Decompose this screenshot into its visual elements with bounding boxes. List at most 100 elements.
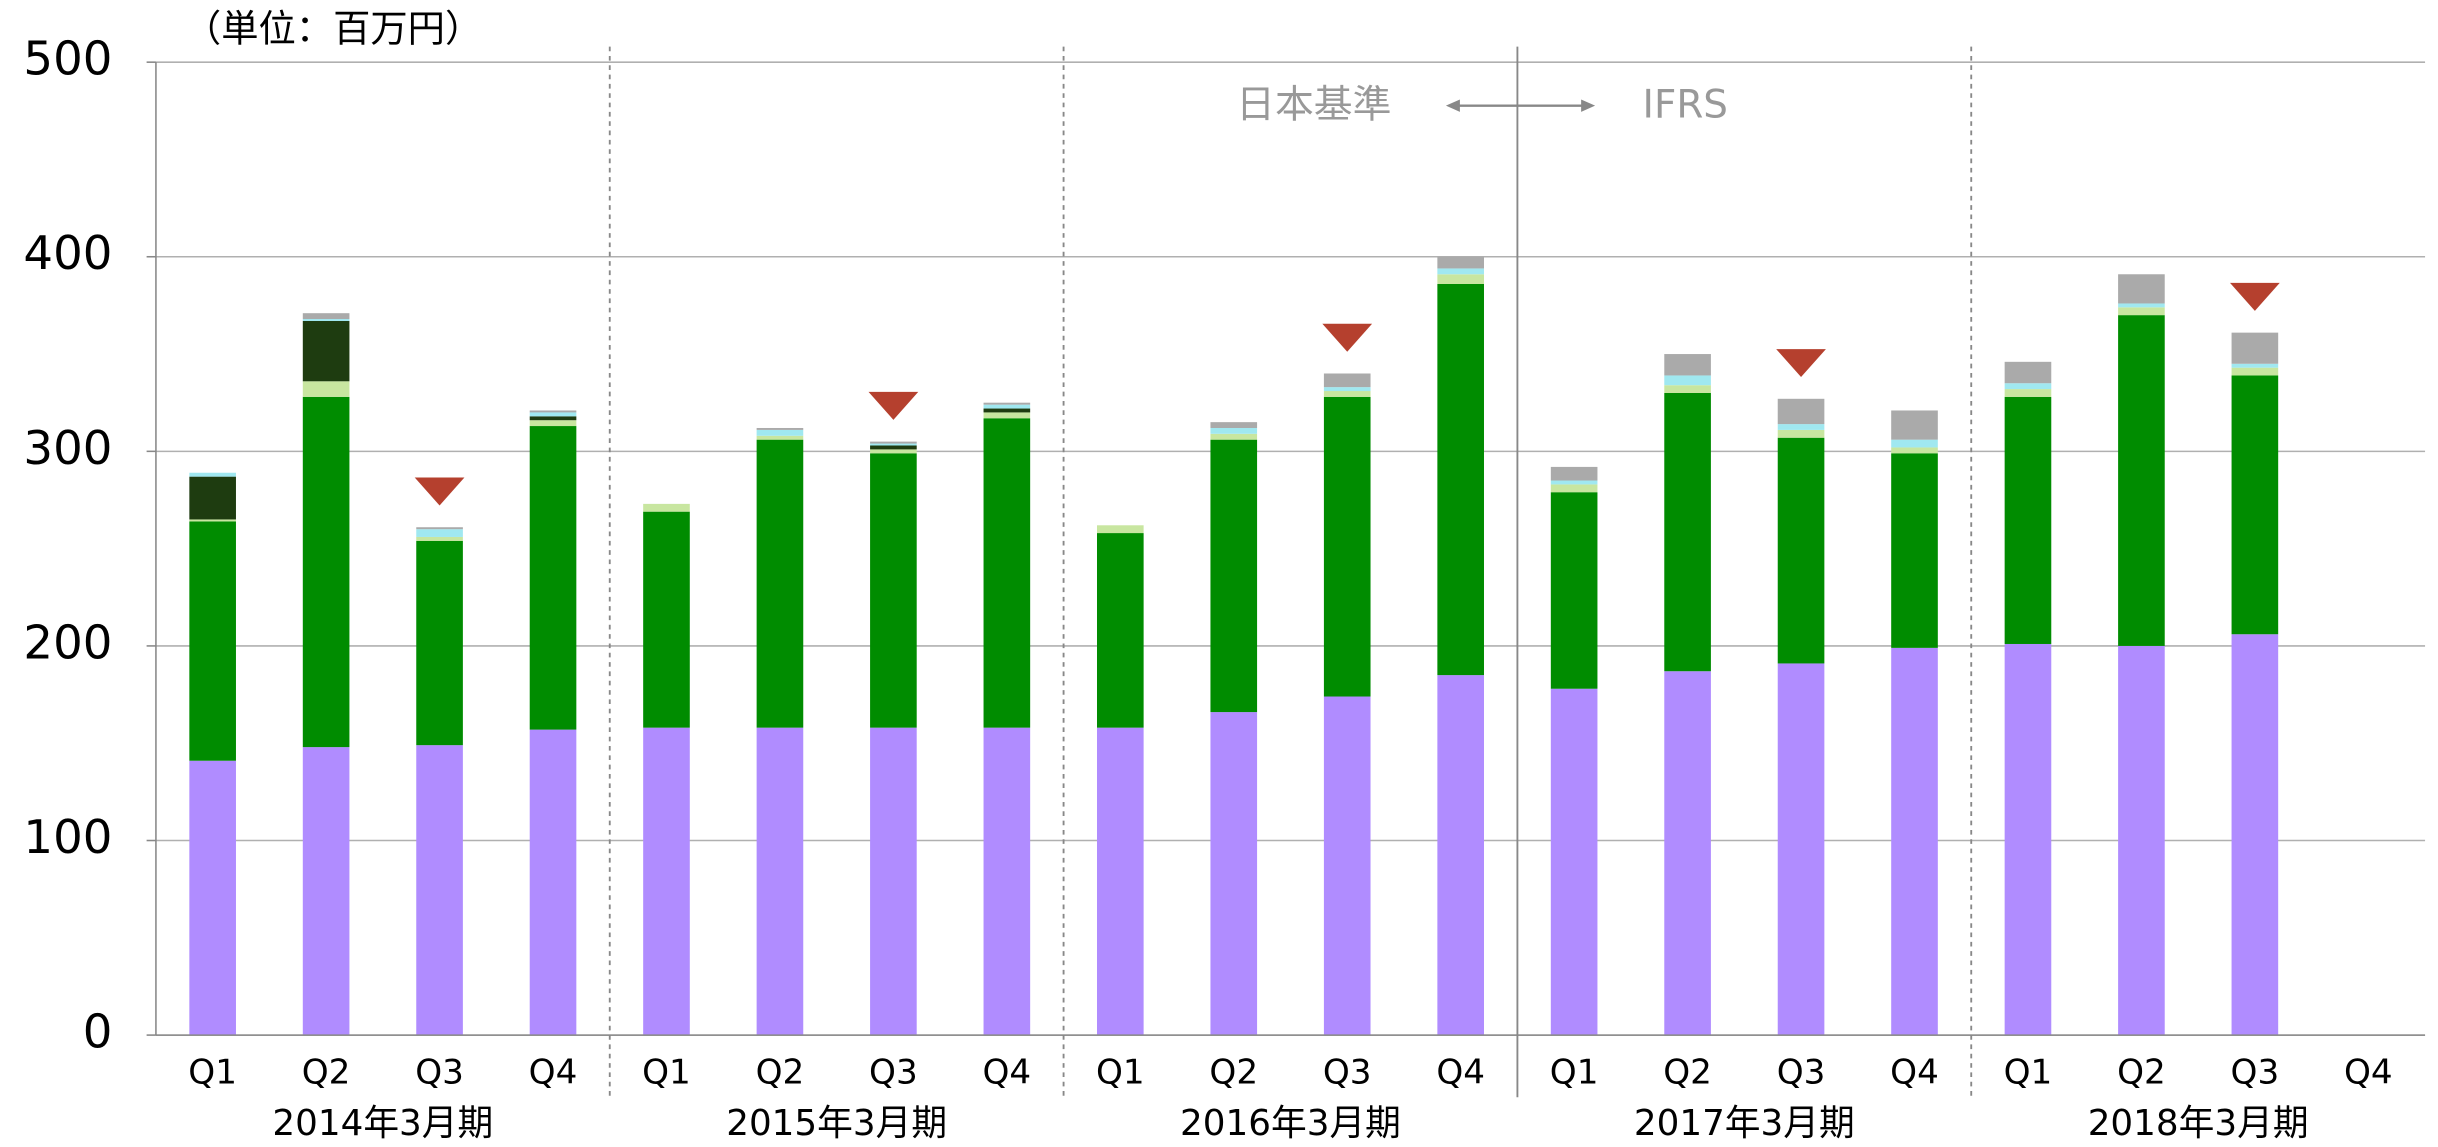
x-tick-label: Q4 — [1890, 1052, 1939, 1092]
arrow — [1445, 99, 1596, 112]
bar-segment — [529, 729, 577, 1036]
bar-segment — [529, 412, 577, 417]
bar-segment — [756, 429, 804, 436]
bar-segment — [870, 441, 917, 444]
bar-segment — [302, 396, 350, 748]
bar-segment — [1550, 480, 1598, 485]
marker — [1776, 349, 1826, 378]
bar-segment — [2231, 363, 2279, 368]
x-tick-label: Q2 — [1209, 1052, 1258, 1092]
x-tick-label: Q1 — [1096, 1052, 1145, 1092]
bar-segment — [1323, 387, 1371, 392]
bar-segment — [1437, 274, 1484, 284]
bar-segment — [870, 453, 917, 728]
x-tick-label: Q1 — [2004, 1052, 2053, 1092]
bar-segment — [1891, 453, 1938, 648]
marker — [1322, 323, 1373, 352]
bar-segment — [983, 404, 1031, 409]
bar-segment — [1891, 410, 1938, 440]
bar-segment — [983, 402, 1031, 405]
group-label: 2018年3月期 — [2088, 1103, 2309, 1144]
annotation: 日本基準 — [1236, 83, 1391, 128]
bar-segment — [2118, 645, 2165, 1036]
x-tick-label: Q2 — [756, 1052, 805, 1092]
group-label: 2014年3月期 — [272, 1103, 493, 1144]
unit-label: （単位：百万円） — [184, 7, 482, 51]
bar-segment — [1437, 268, 1484, 275]
bar-segment — [2231, 332, 2279, 364]
bar-segment — [416, 527, 463, 530]
bar-segment — [983, 418, 1031, 728]
bar-segment — [416, 745, 463, 1036]
bar-segment — [1777, 424, 1825, 430]
bar-segment — [756, 427, 804, 430]
bar-segment — [1664, 392, 1711, 672]
bar-segment — [643, 511, 690, 728]
bar-segment — [302, 320, 350, 382]
bar-segment — [1096, 525, 1144, 534]
bar-segment — [1323, 373, 1371, 388]
bar-segment — [1891, 447, 1938, 454]
bar-segment — [1210, 422, 1258, 428]
bar-segment — [1777, 398, 1825, 425]
y-tick-label: 400 — [23, 226, 112, 280]
bar-segment — [1664, 385, 1711, 393]
bar-segment — [2231, 367, 2279, 376]
y-tick-label: 0 — [83, 1005, 113, 1059]
bar-segment — [1210, 427, 1258, 434]
y-tick-label: 300 — [23, 421, 112, 475]
bar-segment — [416, 529, 463, 537]
bar-segment — [1550, 466, 1598, 481]
bar-segment — [870, 445, 917, 450]
group-label: 2017年3月期 — [1634, 1103, 1855, 1144]
bar-segment — [1550, 492, 1598, 689]
bar-segment — [189, 521, 236, 761]
bar-segment — [529, 410, 577, 413]
bar-segment — [983, 727, 1031, 1036]
bar-segment — [983, 408, 1031, 413]
marker — [2230, 282, 2280, 311]
bar-segment — [870, 449, 917, 454]
y-tick-label: 100 — [23, 810, 112, 864]
x-tick-label: Q2 — [1663, 1052, 1712, 1092]
bar-segment — [529, 416, 577, 421]
bar-segment — [1664, 354, 1711, 376]
y-tick-label: 500 — [23, 32, 112, 86]
bar-segment — [1550, 688, 1598, 1036]
bar-segment — [983, 412, 1031, 419]
x-tick-label: Q1 — [642, 1052, 691, 1092]
x-tick-label: Q3 — [415, 1052, 464, 1092]
bar-segment — [1096, 727, 1144, 1036]
bar-segment — [189, 476, 236, 520]
bar-segment — [416, 536, 463, 541]
x-tick-label: Q4 — [529, 1052, 578, 1092]
bar-segment — [302, 381, 350, 397]
bar-segment — [416, 540, 463, 746]
bar-segment — [2231, 634, 2279, 1036]
bar-segment — [1210, 439, 1258, 713]
bar-segment — [1777, 663, 1825, 1036]
marker — [868, 391, 919, 420]
bar-segment — [189, 472, 236, 477]
bar-segment — [2118, 307, 2165, 316]
bar-segment — [302, 747, 350, 1036]
bar-segment — [1777, 429, 1825, 438]
bar-segment — [1664, 375, 1711, 386]
bar-segment — [189, 519, 236, 522]
bar-segment — [1437, 283, 1484, 676]
marker — [414, 477, 465, 506]
x-tick-label: Q2 — [302, 1052, 351, 1092]
bar-segment — [1891, 647, 1938, 1036]
x-tick-label: Q3 — [869, 1052, 918, 1092]
bar-segment — [1664, 671, 1711, 1036]
bar-segment — [529, 426, 577, 730]
bar-segment — [2118, 303, 2165, 308]
x-tick-label: Q2 — [2117, 1052, 2166, 1092]
bar-segment — [1323, 696, 1371, 1036]
bar-segment — [302, 313, 350, 320]
bar-segment — [2004, 383, 2052, 390]
bar-segment — [1323, 391, 1371, 397]
bar-segment — [2004, 361, 2052, 384]
